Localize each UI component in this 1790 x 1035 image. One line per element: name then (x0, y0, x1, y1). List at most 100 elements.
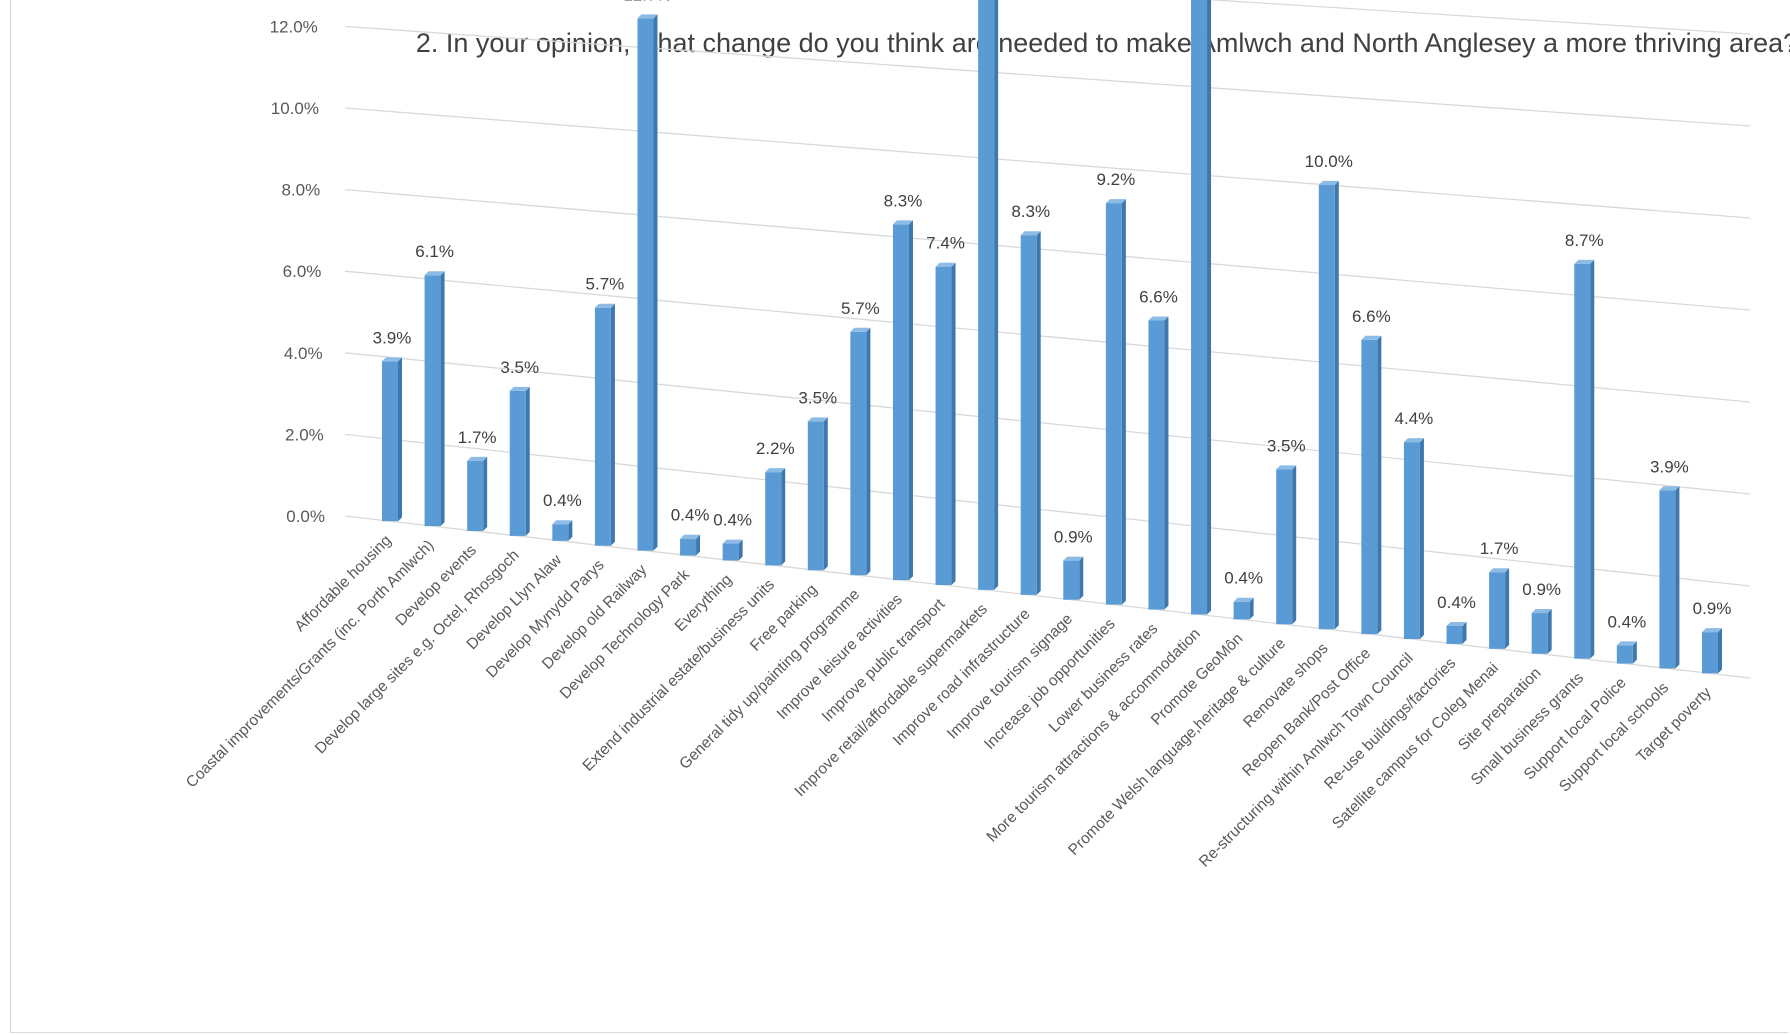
bar-side (1462, 621, 1467, 644)
bar-side (483, 456, 488, 532)
bar-side (1632, 641, 1637, 664)
bar-top (594, 303, 615, 308)
bar-side (1207, 0, 1212, 615)
gridline (344, 352, 1751, 495)
bar-front (1063, 560, 1080, 600)
bar-front (467, 460, 484, 532)
bar-top (424, 271, 445, 276)
bar-top (1446, 621, 1467, 626)
data-label: 6.6% (1352, 307, 1391, 326)
bar (765, 468, 786, 566)
data-label: 3.9% (373, 328, 412, 347)
bar-front (1191, 0, 1208, 615)
bar-side (1675, 486, 1680, 669)
data-label: 0.9% (1693, 599, 1732, 618)
bar-top (765, 468, 786, 473)
data-label: 0.4% (1607, 612, 1646, 631)
bar-top (1318, 180, 1339, 185)
bar-front (637, 18, 654, 551)
bar-top (1702, 628, 1722, 633)
bar-front (722, 543, 739, 561)
data-label: 0.4% (1437, 593, 1476, 612)
bar-side (866, 327, 871, 576)
data-label: 5.7% (841, 299, 880, 318)
bar-side (908, 220, 913, 581)
bar-front (765, 472, 782, 566)
bar-top (467, 456, 488, 461)
data-label: 8.3% (1011, 202, 1050, 221)
bar (1148, 316, 1169, 610)
data-label: 0.9% (1054, 528, 1093, 547)
data-label: 2.2% (756, 439, 795, 458)
data-label: 6.1% (415, 242, 454, 261)
gridline (344, 515, 1751, 679)
bar-front (892, 224, 909, 581)
bar-side (610, 303, 615, 546)
data-label: 0.4% (671, 506, 710, 525)
data-label: 3.9% (1650, 457, 1689, 476)
bar-top (1233, 597, 1254, 602)
data-label: 0.4% (543, 491, 582, 510)
gridline (1204, 0, 1751, 35)
bar-side (440, 271, 445, 527)
bar-front (1702, 632, 1718, 674)
bar (1489, 568, 1510, 649)
bar (807, 417, 828, 571)
bar (1276, 465, 1297, 625)
bar-top (1063, 556, 1084, 561)
bar (680, 534, 701, 556)
bar (1702, 628, 1722, 674)
data-label: 10.0% (1305, 152, 1353, 171)
bars (382, 0, 1722, 674)
bar-front (1276, 469, 1293, 625)
bar (382, 357, 402, 522)
category-label: Develop events (392, 542, 480, 630)
bar-side (1334, 180, 1339, 630)
data-label: 5.7% (586, 275, 625, 294)
bar-top (1276, 465, 1297, 470)
bar-front (1020, 235, 1037, 595)
bar-side (1292, 465, 1297, 625)
bar-front (1446, 625, 1463, 644)
data-label: 12.7% (623, 0, 671, 4)
bar-front (1361, 339, 1378, 635)
bar-front (509, 390, 526, 536)
bar-front (1233, 601, 1250, 620)
bar-top (1148, 316, 1169, 321)
bar-side (1547, 609, 1552, 654)
bar (1446, 621, 1467, 644)
bar-side (1718, 628, 1722, 674)
bar-top (850, 327, 871, 332)
data-label: 9.2% (1096, 170, 1135, 189)
data-label: 4.4% (1395, 409, 1434, 428)
bar-top (935, 262, 956, 267)
y-tick-label: 12.0% (270, 17, 318, 36)
bar-side (738, 539, 743, 561)
gridline (344, 433, 1751, 587)
bar-front (1318, 184, 1335, 630)
chart-area (10, 0, 1788, 1033)
bar-side (653, 14, 658, 551)
bar (935, 262, 956, 586)
bar (1105, 199, 1126, 605)
bar-top (382, 357, 402, 362)
bar (1403, 438, 1424, 640)
bar-top (1403, 438, 1424, 443)
bar-front (382, 361, 398, 522)
bar-side (1590, 259, 1595, 659)
data-label: 1.7% (1480, 539, 1519, 558)
bar-front (978, 0, 995, 590)
bar-top (637, 14, 658, 19)
bar-side (398, 357, 402, 522)
bar (722, 539, 743, 561)
data-label: 7.4% (926, 234, 965, 253)
bar (978, 0, 999, 590)
bar (1361, 335, 1382, 635)
data-label: 1.7% (458, 428, 497, 447)
bar (1659, 486, 1680, 669)
y-tick-label: 0.0% (286, 507, 325, 526)
bar-front (1105, 203, 1122, 605)
y-axis: 0.0%2.0%4.0%6.0%8.0%10.0%12.0%14.0%16.0%… (270, 17, 325, 526)
bar (1574, 259, 1595, 659)
